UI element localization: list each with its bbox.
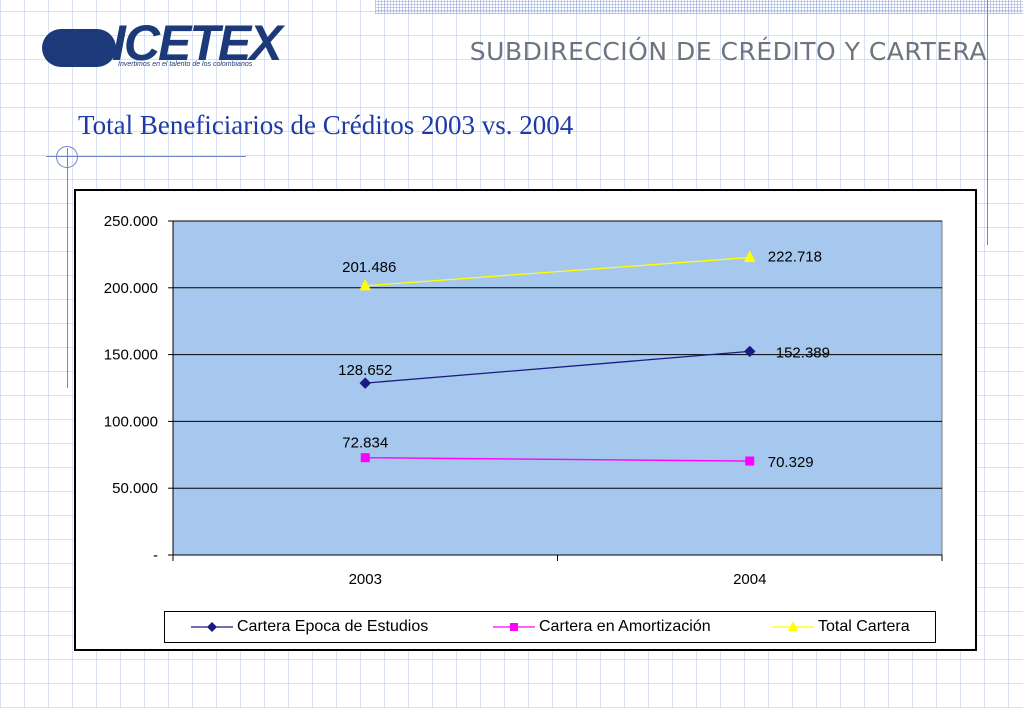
data-point bbox=[359, 278, 372, 291]
data-point bbox=[745, 456, 755, 466]
data-point bbox=[359, 377, 371, 389]
legend-label: Cartera Epoca de Estudios bbox=[237, 618, 429, 635]
data-label: 72.834 bbox=[342, 435, 388, 452]
legend-item: Cartera en Amortización bbox=[493, 612, 711, 642]
globe-icon bbox=[42, 29, 116, 67]
plot-area bbox=[172, 220, 943, 556]
series-line bbox=[365, 350, 750, 384]
x-tick-label: 2004 bbox=[733, 571, 766, 588]
logo-wordmark: ICETEX bbox=[112, 15, 283, 71]
data-label: 70.329 bbox=[768, 454, 814, 471]
icetex-logo: ICETEX Invertimos en el talento de los c… bbox=[42, 18, 312, 72]
data-point bbox=[744, 345, 756, 358]
legend-swatch bbox=[191, 622, 233, 632]
chart-legend: Cartera Epoca de Estudios Cartera en Amor… bbox=[164, 611, 936, 643]
decorative-circle bbox=[56, 146, 78, 168]
y-tick-label: 250.000 bbox=[104, 213, 158, 230]
x-tick-label: 2003 bbox=[349, 571, 382, 588]
chart-container: - 50.000 100.000 150.000 200.000 250.000 2003 2… bbox=[74, 189, 977, 651]
y-tick-label: 150.000 bbox=[104, 347, 158, 364]
legend-label: Total Cartera bbox=[818, 618, 910, 635]
data-point bbox=[360, 453, 370, 463]
department-title: SUBDIRECCIÓN DE CRÉDITO Y CARTERA bbox=[469, 37, 987, 66]
data-label: 128.652 bbox=[338, 362, 392, 379]
y-tick-label: 100.000 bbox=[104, 413, 158, 430]
y-tick-label: 200.000 bbox=[104, 280, 158, 297]
y-tick-label: 50.000 bbox=[112, 480, 158, 497]
data-label: 152.389 bbox=[776, 344, 830, 361]
series-line bbox=[365, 457, 750, 462]
y-tick-label: - bbox=[153, 547, 158, 564]
header-pattern bbox=[375, 0, 1023, 14]
decorative-rule-left bbox=[67, 148, 68, 388]
data-point bbox=[743, 250, 756, 262]
decorative-rule-right bbox=[987, 0, 988, 245]
legend-item: Total Cartera bbox=[772, 612, 910, 642]
legend-label: Cartera en Amortización bbox=[539, 618, 711, 635]
data-label: 222.718 bbox=[768, 248, 822, 265]
data-label: 201.486 bbox=[342, 259, 396, 276]
legend-item: Cartera Epoca de Estudios bbox=[191, 612, 428, 642]
logo-tagline: Invertimos en el talento de los colombia… bbox=[118, 61, 253, 68]
legend-swatch bbox=[772, 621, 814, 631]
legend-swatch bbox=[493, 623, 535, 631]
decorative-rule-under-title bbox=[46, 156, 246, 157]
line-chart: - 50.000 100.000 150.000 200.000 250.000 2003 2… bbox=[104, 213, 943, 588]
series-line bbox=[365, 256, 750, 287]
slide-title: Total Beneficiarios de Créditos 2003 vs.… bbox=[78, 110, 574, 140]
